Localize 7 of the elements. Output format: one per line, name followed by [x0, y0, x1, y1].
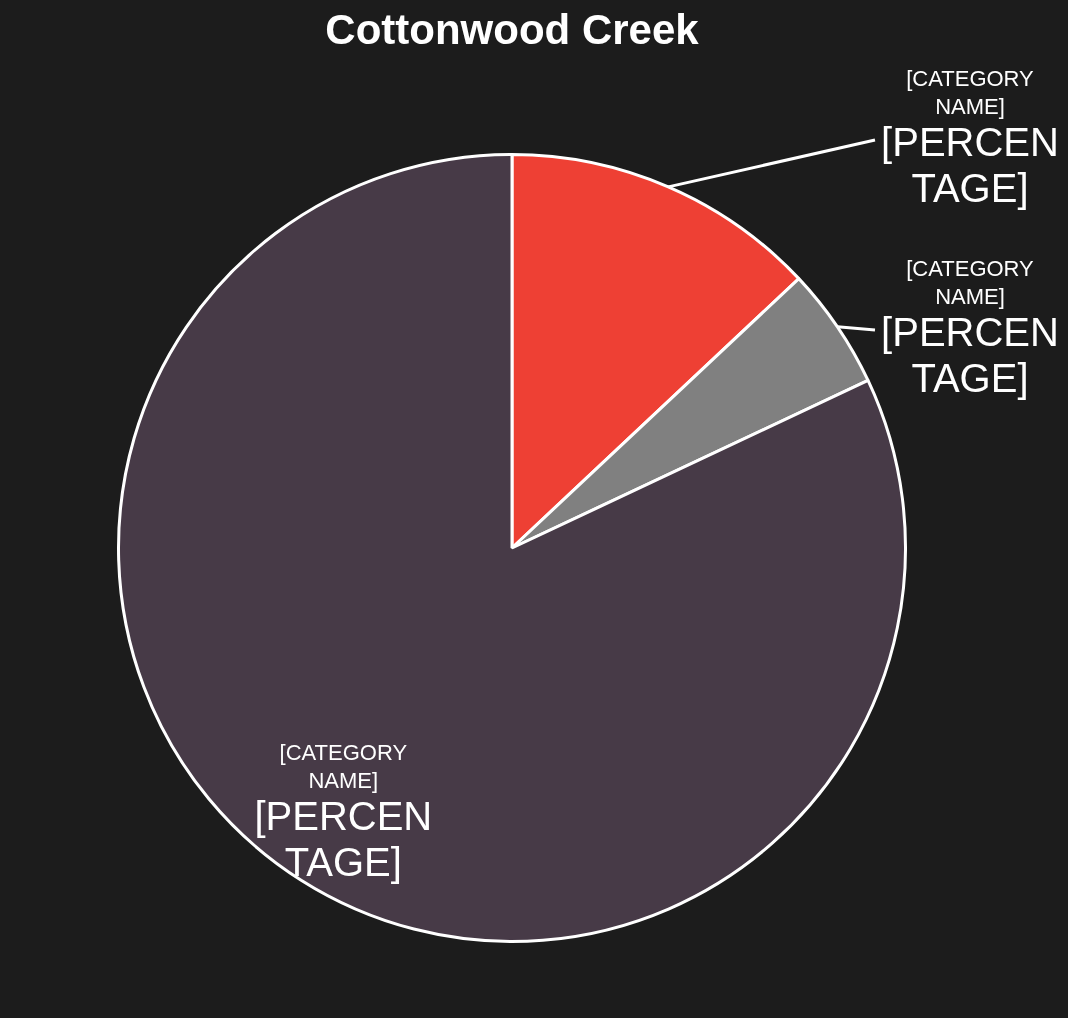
slice-label: [CATEGORY NAME] [279, 739, 408, 793]
chart-title: Cottonwood Creek [325, 5, 700, 53]
data-label: [PERCENTAGE] [254, 793, 433, 884]
slice-label: [CATEGORY NAME] [906, 66, 1035, 120]
data-label: [PERCENTAGE] [881, 310, 1059, 401]
slice-label: [CATEGORY NAME] [906, 256, 1035, 310]
data-label: [PERCENTAGE] [881, 120, 1059, 211]
